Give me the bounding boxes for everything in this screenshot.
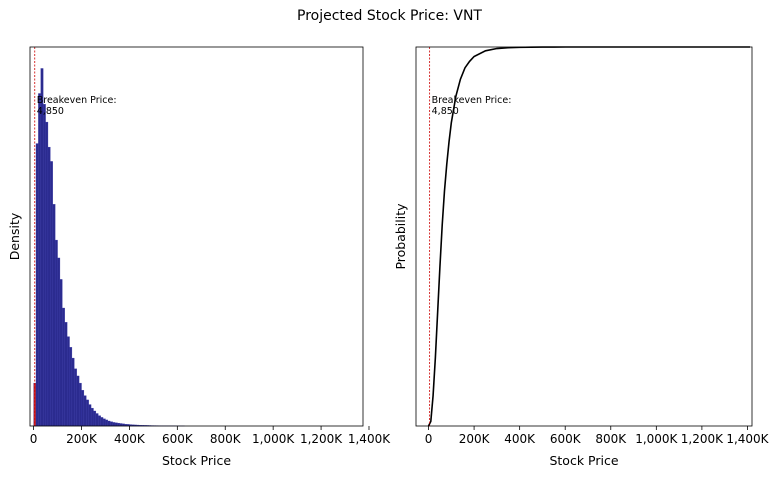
histogram-bar bbox=[95, 413, 99, 427]
histogram-bar bbox=[81, 390, 85, 427]
histogram-bar bbox=[57, 257, 61, 427]
x-tick-label: 0 bbox=[425, 432, 433, 446]
axes-frame bbox=[415, 46, 753, 427]
histogram-bar bbox=[35, 143, 39, 427]
histogram-bar bbox=[59, 279, 63, 427]
histogram-bar bbox=[40, 68, 44, 427]
histogram-bar bbox=[38, 93, 41, 427]
histogram-bar bbox=[107, 420, 111, 427]
histogram-bar bbox=[105, 419, 109, 427]
histogram-bar bbox=[47, 146, 51, 427]
histogram-bar bbox=[117, 422, 120, 427]
histogram-bar bbox=[55, 239, 58, 427]
histogram-bar bbox=[69, 347, 73, 427]
histogram-bar bbox=[78, 382, 82, 427]
histogram-bar bbox=[66, 336, 70, 427]
histogram-panel: 0 200K 400K 600K 800K 1,000K 1,200K 1,400K Stock… bbox=[7, 46, 391, 468]
histogram-bar bbox=[64, 322, 68, 427]
histogram-bar bbox=[88, 404, 92, 427]
cdf-panel: 0 200K 400K 600K 800K 1,000K 1,200K 1,400K Stock… bbox=[393, 46, 770, 468]
histogram-bar bbox=[76, 375, 80, 427]
histogram-bar bbox=[112, 422, 116, 427]
axes-frame bbox=[29, 46, 364, 427]
x-tick-label: 200K bbox=[66, 432, 98, 446]
x-axis-label: Stock Price bbox=[162, 453, 231, 468]
x-axis-label: Stock Price bbox=[549, 453, 618, 468]
histogram-bar bbox=[74, 368, 77, 427]
x-tick-label: 200K bbox=[459, 432, 491, 446]
x-tick-label: 400K bbox=[504, 432, 536, 446]
histogram-bar bbox=[45, 121, 49, 427]
x-tick-label: 0 bbox=[30, 432, 38, 446]
x-tick-label: 600K bbox=[550, 432, 582, 446]
breakeven-label: Breakeven Price: 4,850 bbox=[37, 95, 117, 117]
histogram-bar bbox=[93, 410, 97, 427]
histogram-bar bbox=[90, 407, 94, 427]
x-tick-label: 1,400K bbox=[726, 432, 769, 446]
y-axis-label: Density bbox=[7, 212, 22, 260]
histogram-bar bbox=[98, 415, 101, 427]
histogram-bar bbox=[71, 357, 75, 427]
x-tick-label: 1,000K bbox=[252, 432, 295, 446]
histogram-bar bbox=[83, 395, 87, 427]
x-tick-label: 1,200K bbox=[681, 432, 724, 446]
x-tick-label: 800K bbox=[210, 432, 242, 446]
histogram-bar bbox=[52, 204, 56, 427]
x-tick-label: 800K bbox=[595, 432, 627, 446]
histogram-bar bbox=[110, 421, 113, 427]
histogram-bar bbox=[86, 399, 89, 427]
x-tick-label: 1,000K bbox=[635, 432, 678, 446]
x-tick-label: 1,400K bbox=[348, 432, 391, 446]
histogram-bar bbox=[114, 422, 118, 427]
figure-title: Projected Stock Price: VNT bbox=[297, 8, 482, 24]
y-axis-label: Probability bbox=[393, 203, 408, 270]
histogram-bar bbox=[62, 307, 65, 427]
histogram-bar bbox=[43, 104, 46, 427]
x-tick-label: 1,200K bbox=[300, 432, 343, 446]
x-tick-label: 400K bbox=[114, 432, 146, 446]
histogram-bar bbox=[102, 418, 106, 427]
breakeven-label: Breakeven Price: 4,850 bbox=[432, 95, 512, 117]
histogram-bar bbox=[100, 417, 104, 427]
x-tick-label: 600K bbox=[162, 432, 194, 446]
histogram-bar bbox=[50, 161, 53, 427]
